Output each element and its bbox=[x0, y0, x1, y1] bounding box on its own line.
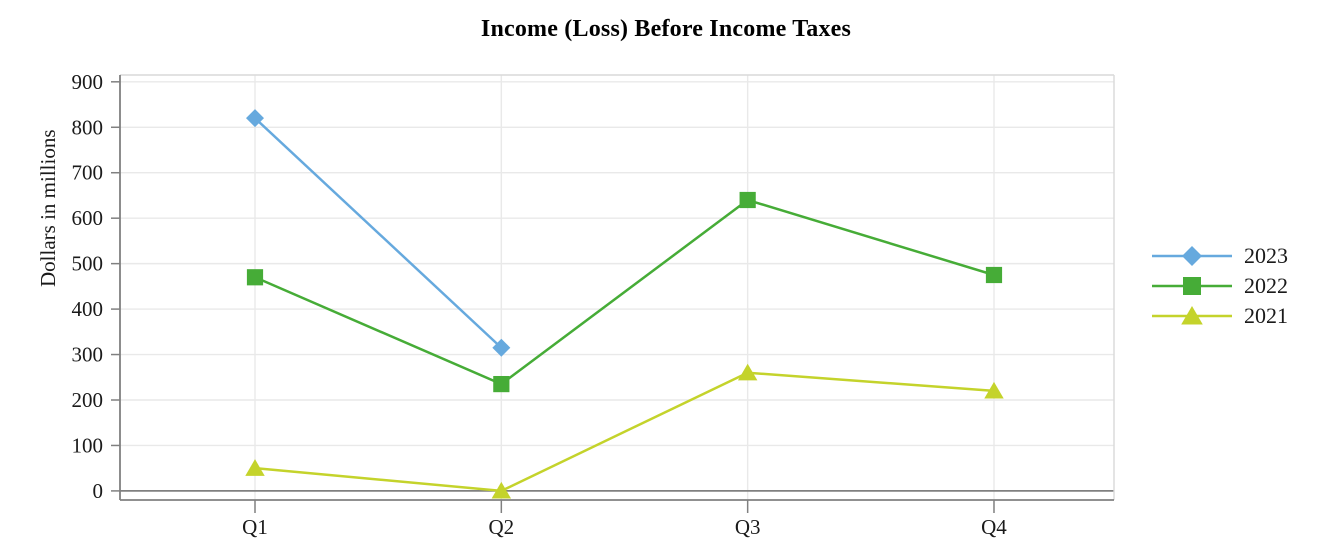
y-tick-label: 800 bbox=[72, 115, 104, 139]
chart-title: Income (Loss) Before Income Taxes bbox=[480, 16, 852, 42]
series-line-2021 bbox=[254, 371, 995, 493]
legend-swatch-square-icon bbox=[1152, 276, 1232, 295]
marker-triangle-icon bbox=[491, 481, 512, 499]
legend-item-2023: 2023 bbox=[1150, 241, 1288, 270]
x-tick-label: Q1 bbox=[242, 515, 268, 539]
series-line-2023 bbox=[254, 117, 503, 349]
y-tick-label: 600 bbox=[72, 206, 104, 230]
y-tick-label: 700 bbox=[72, 161, 104, 185]
legend-label: 2023 bbox=[1244, 242, 1288, 268]
legend-item-2022: 2022 bbox=[1150, 271, 1288, 300]
legend-label: 2022 bbox=[1244, 272, 1288, 298]
marker-square-icon bbox=[246, 269, 264, 286]
marker-triangle-icon bbox=[1181, 305, 1203, 324]
series-line-2022 bbox=[254, 198, 995, 386]
marker-triangle-icon bbox=[737, 363, 758, 381]
marker-diamond-icon bbox=[1182, 245, 1202, 266]
y-tick-label: 200 bbox=[72, 388, 104, 412]
marker-square-icon bbox=[1183, 276, 1201, 295]
y-tick-label: 300 bbox=[72, 343, 104, 367]
marker-triangle-icon bbox=[984, 381, 1004, 399]
marker-square-icon bbox=[739, 191, 756, 209]
y-tick-label: 100 bbox=[72, 433, 104, 457]
x-tick-label: Q4 bbox=[981, 515, 1007, 539]
legend-label: 2021 bbox=[1244, 302, 1288, 328]
y-tick-label: 0 bbox=[93, 479, 104, 503]
y-tick-label: 500 bbox=[72, 252, 104, 276]
legend: 2023 2022 2021 bbox=[1150, 241, 1288, 330]
y-tick-label: 900 bbox=[72, 70, 104, 94]
marker-diamond-icon bbox=[246, 109, 264, 128]
legend-swatch-diamond-icon bbox=[1152, 245, 1232, 266]
marker-square-icon bbox=[493, 375, 510, 393]
x-tick-label: Q2 bbox=[488, 515, 514, 539]
legend-item-2021: 2021 bbox=[1150, 301, 1288, 330]
marker-square-icon bbox=[985, 266, 1003, 284]
marker-triangle-icon bbox=[245, 459, 265, 476]
marker-diamond-icon bbox=[492, 338, 511, 357]
x-tick-label: Q3 bbox=[735, 515, 761, 539]
legend-swatch-triangle-icon bbox=[1152, 305, 1232, 324]
y-tick-label: 400 bbox=[72, 297, 104, 321]
